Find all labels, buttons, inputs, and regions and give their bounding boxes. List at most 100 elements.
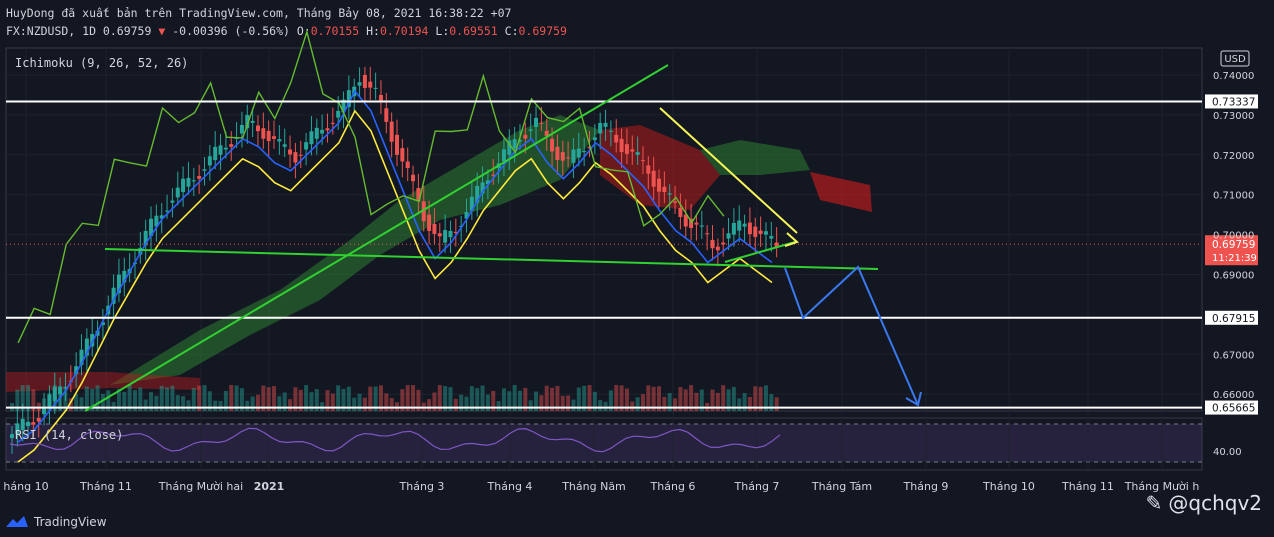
volume-bar — [341, 388, 346, 411]
change-value: -0.00396 (-0.56%) — [172, 24, 290, 38]
volume-bar — [459, 394, 464, 411]
volume-bar — [501, 388, 506, 411]
uptrend-line[interactable] — [84, 64, 669, 412]
currency-label: USD — [1224, 54, 1246, 65]
volume-bar — [646, 385, 651, 411]
time-tick-label: Tháng Mười hai — [158, 480, 243, 493]
volume-bar — [544, 385, 549, 411]
volume-bar — [261, 385, 266, 411]
candle-body — [630, 149, 635, 152]
price-tick-label: 0.74000 — [1213, 71, 1254, 82]
volume-bar — [100, 393, 105, 411]
candle-body — [186, 177, 191, 187]
candle-body — [223, 147, 228, 150]
candle-body — [576, 148, 581, 158]
horizontal-levels[interactable]: 0.73337 0.69759 11:21:39 0.67915 0.65665 — [6, 94, 1258, 415]
volume-bar — [737, 398, 742, 411]
volume-bar — [432, 392, 437, 411]
candle-body — [437, 233, 442, 237]
candles — [10, 66, 779, 455]
volume-bar — [368, 386, 373, 411]
volume-bar — [239, 388, 244, 411]
tenkan-line — [17, 89, 773, 443]
candle-body — [304, 142, 309, 150]
candle-body — [234, 137, 239, 139]
candle-body — [31, 422, 36, 425]
volume-bar — [181, 396, 186, 411]
candle-body — [378, 94, 383, 102]
indicator-label[interactable]: Ichimoku (9, 26, 52, 26) — [15, 56, 188, 70]
volume-bar — [443, 386, 448, 411]
volume-bar — [469, 386, 474, 411]
candle-body — [657, 178, 662, 192]
candle-body — [742, 223, 747, 227]
candle-body — [116, 274, 121, 294]
volume-bar — [116, 388, 121, 411]
price-axis[interactable]: 0.74000 0.73000 0.72000 0.71000 0.70000 0.690… — [1213, 71, 1254, 401]
candle-body — [416, 188, 421, 202]
level-price-label: 0.67915 — [1212, 313, 1255, 325]
candle-body — [138, 247, 143, 255]
wedge-upper-line[interactable] — [659, 107, 798, 234]
candle-body — [239, 124, 244, 134]
candle-body — [737, 220, 742, 231]
volume-bar — [197, 385, 202, 411]
countdown-label: 11:21:39 — [1212, 253, 1257, 264]
candle-body — [763, 231, 768, 235]
candle-body — [592, 137, 597, 141]
volume-bar — [683, 389, 688, 411]
volume-bar — [651, 386, 656, 411]
volume-bar — [362, 397, 367, 411]
candle-body — [170, 200, 175, 203]
time-tick-label: Tháng 6 — [650, 480, 696, 493]
time-tick-label: Tháng 7 — [734, 480, 780, 493]
candle-body — [427, 214, 432, 232]
candle-body — [384, 108, 389, 122]
candle-body — [341, 99, 346, 113]
volume-bar — [384, 393, 389, 411]
candle-body — [443, 230, 448, 243]
candle-body — [207, 156, 212, 166]
volume-bar — [566, 395, 571, 411]
volume-bar — [592, 391, 597, 411]
tradingview-logo[interactable]: TradingView — [6, 515, 107, 529]
currency-badge[interactable] — [1220, 50, 1250, 67]
volume-bar — [207, 391, 212, 411]
time-tick-label: Tháng 11 — [79, 480, 132, 493]
support-line[interactable] — [104, 248, 879, 270]
rsi-pane[interactable] — [5, 417, 1203, 471]
tradingview-icon — [6, 516, 28, 527]
candle-body — [20, 418, 25, 431]
wedge-tip[interactable] — [784, 232, 799, 247]
volume-bar — [159, 385, 164, 411]
rsi-label[interactable]: RSI (14, close) — [15, 428, 123, 442]
volume-bar — [721, 385, 726, 411]
volume-bar — [234, 385, 239, 411]
candle-body — [747, 222, 752, 235]
time-axis[interactable]: háng 10 Tháng 11 Tháng Mười hai 2021 Tháng 3… — [3, 480, 1199, 493]
volume-bar — [678, 386, 683, 411]
forecast-path[interactable] — [784, 265, 919, 406]
volume-bar — [186, 400, 191, 411]
wedge-lower-line[interactable] — [724, 241, 796, 263]
volume-bar — [534, 391, 539, 411]
candle-body — [261, 128, 266, 139]
cloud-bullish-future — [700, 140, 810, 175]
high-label: H: — [366, 24, 380, 38]
candle-body — [266, 130, 271, 142]
volume-bar — [373, 386, 378, 411]
volume-bar — [138, 387, 143, 411]
candle-body — [651, 170, 656, 187]
candle-body — [111, 287, 116, 304]
volume-bar — [640, 394, 645, 411]
candle-body — [758, 230, 763, 234]
volume-bar — [496, 401, 501, 411]
volume-bar — [330, 393, 335, 411]
cloud-bearish-mid — [600, 125, 720, 210]
volume-bar — [400, 389, 405, 411]
volume-bar — [550, 387, 555, 411]
time-tick-label: Tháng Tám — [811, 480, 872, 493]
candle-body — [464, 211, 469, 219]
candle-body — [501, 149, 506, 162]
